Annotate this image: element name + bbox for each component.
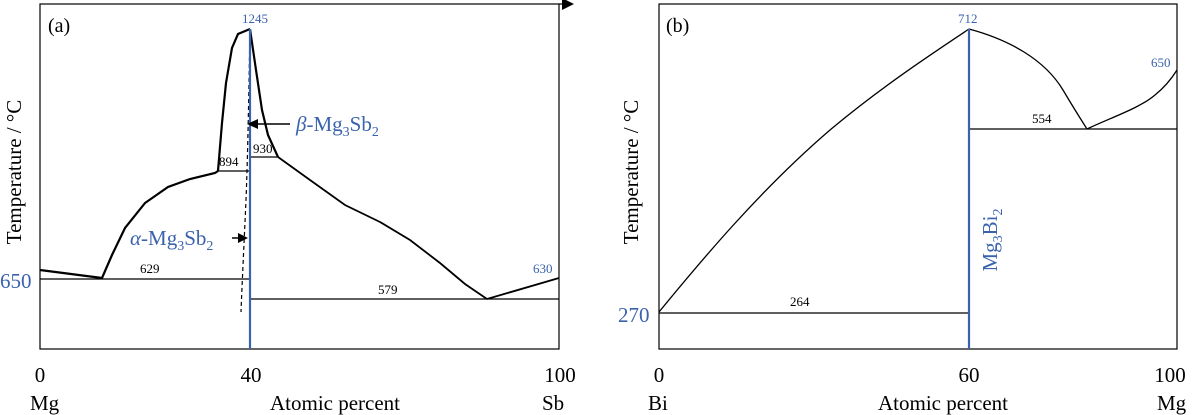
alpha-sb: Sb [184,226,206,250]
panel-b-compound-label: Mg3Bi2 [978,208,1006,271]
panel-a-top-arrow-head [562,0,574,10]
panel-a-temp-650: 650 [0,269,32,293]
panel-a-liquidus-left [39,170,219,280]
panel-a-temp-894: 894 [219,154,239,169]
panel-a-beta-right-boundary [248,28,280,158]
panel-b-liquidus-far-right [1086,69,1178,130]
panel-b-element-bi: Bi [648,391,668,415]
compound-sub1: 3 [991,235,1006,242]
panel-a-liquidus-far-right [486,277,560,300]
panel-a-beta-left-boundary [216,27,251,172]
panel-a-alpha-phase-label: α-Mg3Sb2 [130,226,213,254]
panel-a-temp-930: 930 [253,141,273,156]
panel-a-ylabel: Temperature / °C [2,100,26,245]
panel-a-xtick-40: 40 [241,363,262,387]
panel-a-temp-630: 630 [533,261,553,276]
panel-a: (a) 1245 650 630 629 579 894 930 β-Mg3Sb… [0,0,576,415]
beta-sub2: 2 [372,125,379,140]
panel-b-ylabel: Temperature / °C [619,100,643,245]
panel-b-xtick-100: 100 [1154,363,1186,387]
panel-a-xlabel: Atomic percent [270,391,400,415]
panel-a-label: (a) [48,15,70,37]
panel-a-beta-phase-label: β-Mg3Sb2 [295,112,379,140]
panel-a-element-mg: Mg [30,391,60,415]
panel-a-beta-arrow-head [247,119,258,129]
panel-a-xtick-100: 100 [544,363,576,387]
alpha-symbol: α [130,226,142,250]
panel-b-xtick-0: 0 [654,363,665,387]
panel-b-temp-270: 270 [618,303,650,327]
panel-a-frame [39,3,560,350]
panel-b-temp-max: 712 [958,11,978,26]
panel-a-liquidus-right [277,156,488,300]
panel-a-alpha-arrow-head [238,233,248,243]
panel-b-xtick-60: 60 [959,363,980,387]
panel-a-xtick-0: 0 [35,363,46,387]
panel-b-xlabel: Atomic percent [878,391,1008,415]
panel-a-temp-max: 1245 [242,11,268,26]
panel-b-temp-554: 554 [1032,111,1052,126]
alpha-sub2: 2 [206,239,213,254]
beta-symbol: β [295,112,307,136]
panel-a-temp-629: 629 [140,261,160,276]
panel-b-temp-650: 650 [1151,55,1171,70]
beta-sb: Sb [350,112,372,136]
panel-b-liquidus-right [968,28,1088,130]
alpha-mg: -Mg [141,226,178,250]
compound-sub2: 2 [991,208,1006,215]
alpha-sub1: 3 [177,239,184,254]
panel-a-temp-579: 579 [378,282,398,297]
beta-mg: -Mg [306,112,343,136]
panel-b-element-mg: Mg [1157,391,1187,415]
panel-b: (b) 712 650 270 264 554 Mg3Bi2 Temperatu… [618,3,1187,415]
panel-b-liquidus-left [658,28,970,313]
panel-b-label: (b) [666,15,689,37]
panel-b-temp-264: 264 [790,294,810,309]
compound-bi: Bi [978,215,1002,235]
panel-a-element-sb: Sb [542,391,564,415]
beta-sub1: 3 [343,125,350,140]
panel-b-frame [658,3,1178,350]
compound-mg: Mg [978,242,1002,272]
